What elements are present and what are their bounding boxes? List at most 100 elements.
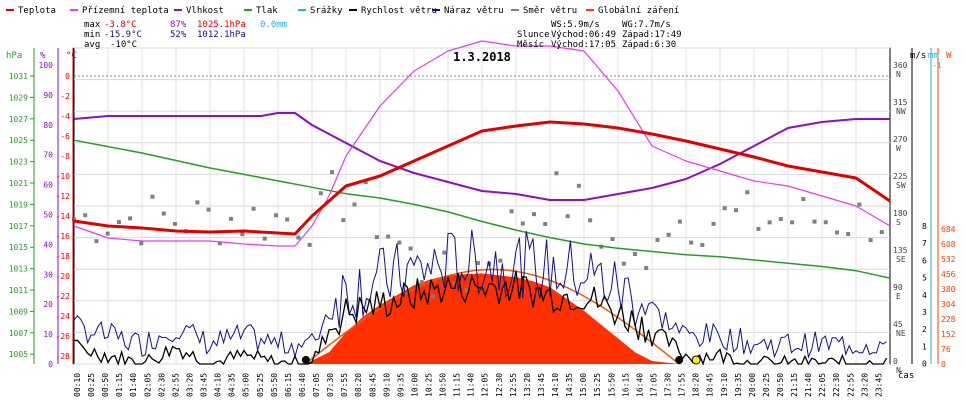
wind-direction-point (801, 197, 806, 202)
wind-direction-point (621, 261, 626, 266)
stats-block: max -3.8°C 87% 1025.1hPa 0.0mm min -15.9… (84, 20, 287, 50)
time-tick-label: 14:10 (551, 373, 560, 397)
time-tick-label: 22:55 (846, 373, 855, 397)
series-ground-temp (73, 40, 891, 247)
wind-direction-point (285, 217, 290, 222)
temp-tick-label: -8 (60, 152, 70, 161)
temp-tick-label: -4 (60, 112, 70, 121)
stats-max-label: max (84, 20, 101, 30)
wind-direction-point (520, 221, 525, 226)
wind-direction-point (812, 219, 817, 224)
time-axis: 00:10 00:25 00:50 01:15 01:40 02:05 02:30 02:55… (73, 373, 883, 397)
stats-min-label: min (84, 30, 100, 40)
time-tick-label: 00:10 (73, 373, 82, 397)
hpa-tick-label: 1011 (9, 286, 28, 295)
wind-direction-point (262, 236, 267, 241)
wind-direction-point (150, 194, 155, 199)
wind-direction-point (509, 209, 514, 214)
time-tick-label: 04:10 (214, 373, 223, 397)
moonrise-marker (691, 355, 701, 365)
time-tick-label: 16:15 (621, 373, 630, 397)
time-tick-label: 15:00 (579, 373, 588, 397)
hpa-tick-label: 1029 (9, 93, 28, 102)
dir-tick-name: E (896, 292, 901, 301)
series-humidity (73, 112, 890, 201)
temp-tick-label: 0 (65, 72, 70, 81)
time-tick-label: 04:35 (228, 373, 237, 397)
time-tick-label: 02:30 (157, 373, 166, 397)
wind-direction-point (296, 235, 301, 240)
hpa-tick-label: 1021 (9, 179, 28, 188)
hpa-tick-label: 1005 (9, 350, 28, 359)
time-tick-label: 19:35 (734, 373, 743, 397)
wind-direction-point (251, 206, 256, 211)
time-tick-label: 21:15 (790, 373, 799, 397)
wind-direction-point (498, 258, 503, 263)
dir-tick-name: N (896, 366, 901, 375)
time-tick-label: 00:25 (87, 373, 96, 397)
dir-unit: m/s (910, 51, 926, 61)
rad-tick-label: 76 (941, 345, 951, 354)
wind-tick-label: 7 (922, 239, 927, 248)
wind-tick-label: 8 (922, 222, 927, 231)
wind-direction-point (94, 239, 99, 244)
rad-unit: W (946, 51, 952, 61)
time-tick-label: 05:50 (270, 373, 279, 397)
hpa-tick-label: 1031 (9, 72, 28, 81)
wind-direction-point (419, 280, 424, 285)
wind-ws: WS:5.9m/s (551, 20, 600, 30)
pct-unit: % (40, 51, 46, 61)
time-tick-label: 05:25 (256, 373, 265, 397)
time-tick-label: 11:15 (453, 373, 462, 397)
astro-info: WS:5.9m/s WG:7.7m/s Slunce Východ:06:49 … (517, 20, 682, 50)
legend-label: Globální záření (598, 6, 679, 16)
rad-tick-label: 684 (941, 225, 956, 234)
wind-direction-point (72, 217, 76, 222)
series-group (72, 40, 891, 367)
wind-direction-point (834, 230, 839, 235)
wind-direction-point (767, 220, 772, 225)
time-tick-label: 08:20 (354, 373, 363, 397)
wind-direction-point (677, 219, 682, 224)
time-tick-label: 21:40 (804, 373, 813, 397)
time-tick-label: 19:10 (720, 373, 729, 397)
wind-direction-point (733, 208, 738, 213)
wind-direction-point (341, 218, 346, 223)
pct-tick-label: 60 (43, 181, 53, 190)
time-tick-label: 00:50 (101, 373, 110, 397)
sunrise-marker (301, 356, 310, 364)
legend-label: Vlhkost (186, 6, 224, 16)
wind-direction-point (565, 214, 570, 219)
wind-direction-point (330, 170, 335, 175)
pct-tick-label: 0 (48, 360, 53, 369)
hpa-tick-label: 1027 (9, 115, 28, 124)
wind-tick-label: 3 (922, 308, 927, 317)
time-tick-label: 10:50 (439, 373, 448, 397)
dir-tick-name: S (896, 218, 901, 227)
time-tick-label: 13:45 (537, 373, 546, 397)
rad-tick-label: 608 (941, 240, 956, 249)
time-tick-label: 08:45 (368, 373, 377, 397)
wind-direction-point (217, 241, 222, 246)
dir-tick-deg: 270 (893, 135, 908, 144)
time-tick-label: 05:00 (242, 373, 251, 397)
dir-tick-deg: 225 (893, 172, 908, 181)
chart-title: 1.3.2018 (453, 50, 511, 64)
pct-tick-label: 70 (43, 151, 53, 160)
stats-max-press: 1025.1hPa (197, 20, 246, 30)
rad-tick-label: 0 (941, 360, 946, 369)
legend-label: Přízemní teplota (82, 6, 169, 16)
stats-min-press: 1012.1hPa (197, 30, 246, 40)
time-tick-label: 22:30 (832, 373, 841, 397)
time-tick-label: 18:45 (706, 373, 715, 397)
time-tick-label: 20:50 (776, 373, 785, 397)
time-tick-label: 13:20 (523, 373, 532, 397)
deg-unit: °C (66, 51, 77, 61)
temp-tick-label: -16 (56, 232, 71, 241)
wind-direction-point (644, 266, 649, 271)
time-tick-label: 22:05 (818, 373, 827, 397)
time-tick-label: 02:55 (171, 373, 180, 397)
wind-tick-label: 4 (922, 291, 927, 300)
